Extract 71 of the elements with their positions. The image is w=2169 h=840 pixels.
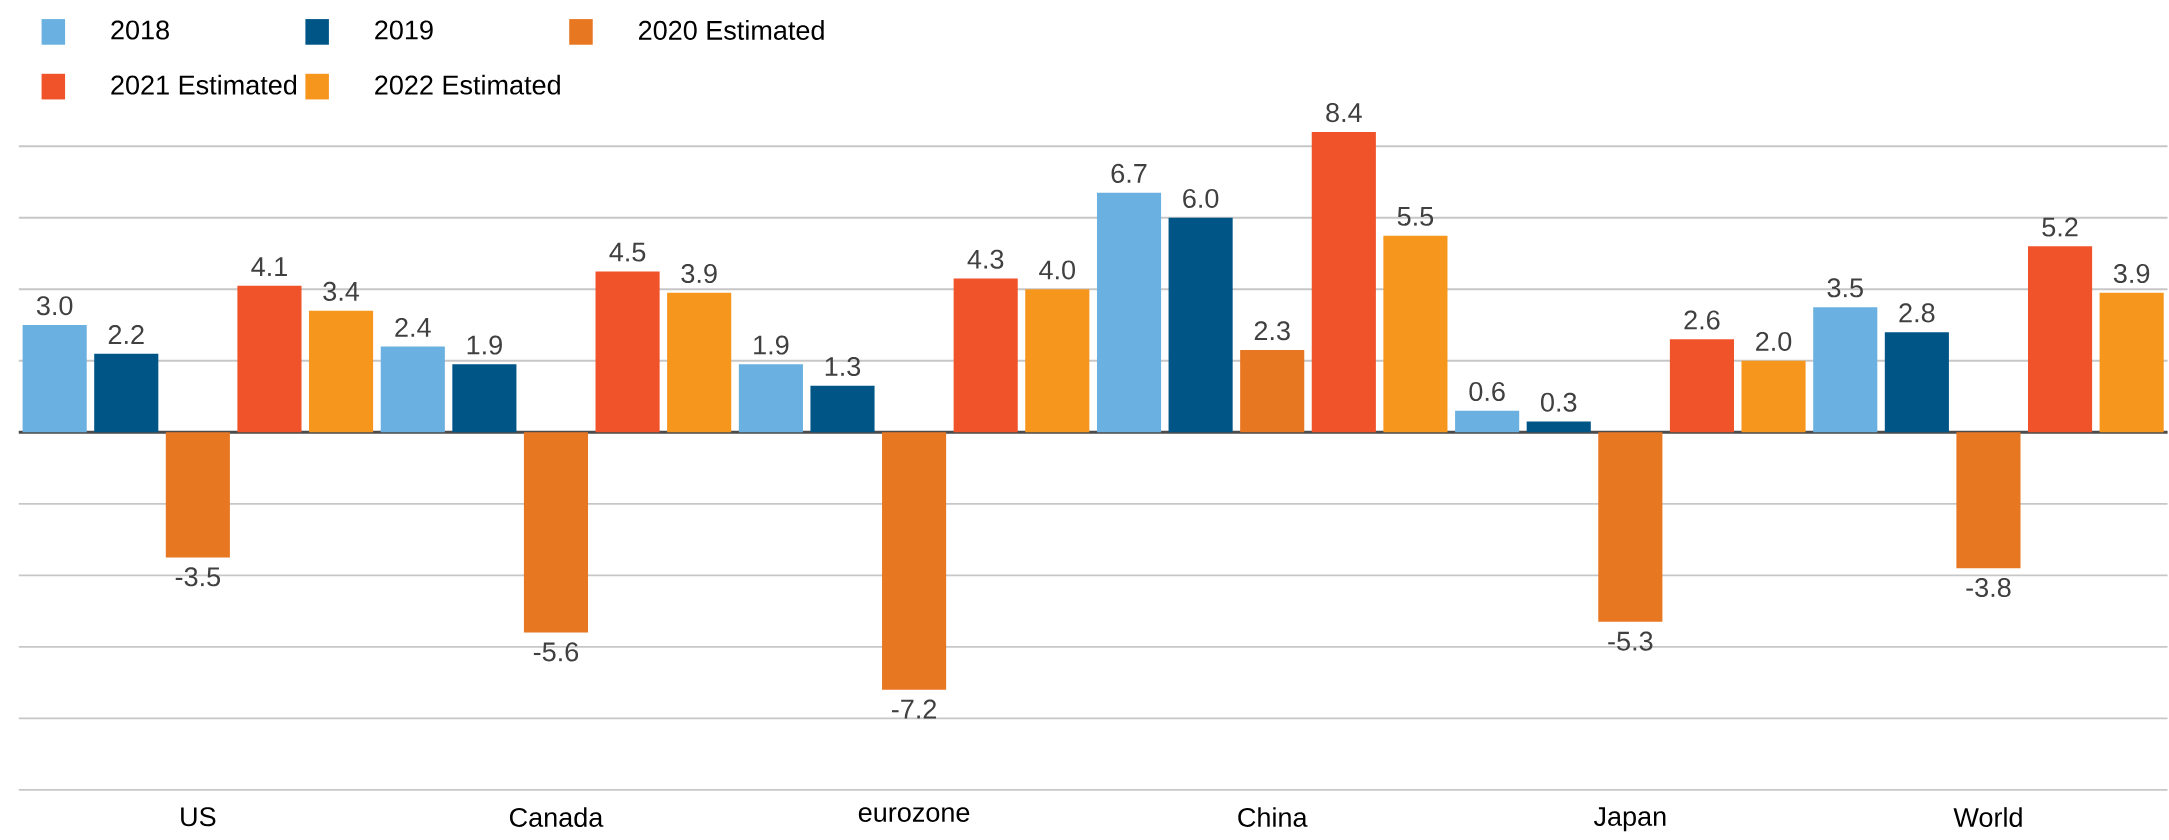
- data-label: 4.3: [967, 249, 1004, 269]
- x-tick-label: eurozone: [858, 806, 970, 822]
- bar: [452, 364, 517, 433]
- data-label: 3.9: [681, 263, 717, 283]
- legend-label: 2019: [375, 20, 433, 40]
- data-label: 5.5: [1397, 206, 1434, 226]
- bar: [1383, 235, 1448, 433]
- data-label: 1.3: [825, 356, 861, 376]
- bar: [1311, 131, 1376, 433]
- bar: [1455, 410, 1520, 433]
- data-label: -5.6: [533, 642, 579, 662]
- bar: [237, 285, 302, 433]
- data-label: 6.0: [1183, 188, 1219, 208]
- bar: [1526, 421, 1591, 433]
- bar: [1813, 306, 1878, 433]
- x-tick-label: China: [1238, 806, 1308, 827]
- bar: [738, 364, 803, 433]
- data-label: 2.6: [1684, 310, 1720, 330]
- data-label: 3.5: [1827, 278, 1863, 298]
- legend-label: 2022 Estimated: [375, 74, 560, 95]
- legend-label: 2020 Estimated: [639, 19, 824, 40]
- data-label: 1.9: [754, 335, 789, 355]
- legend-label: 2021 Estimated: [111, 74, 297, 95]
- legend-label: 2018: [111, 20, 169, 40]
- data-label: 2.2: [108, 324, 144, 344]
- x-tick-label: Canada: [509, 806, 604, 827]
- bar: [810, 385, 875, 433]
- data-label: 1.9: [467, 335, 502, 355]
- bar: [1884, 332, 1949, 433]
- data-label: 4.1: [251, 257, 287, 276]
- data-label: 4.5: [609, 242, 646, 262]
- bar: [94, 353, 159, 433]
- data-label: -7.2: [891, 699, 937, 719]
- x-tick-label: Japan: [1593, 806, 1666, 832]
- bar: [523, 432, 589, 633]
- data-label: 5.2: [2042, 217, 2078, 237]
- bar: [1598, 432, 1663, 622]
- data-label: -3.5: [175, 567, 221, 587]
- data-label: -5.3: [1608, 631, 1653, 651]
- data-label: 6.7: [1111, 163, 1147, 183]
- data-label: 2.4: [395, 317, 431, 337]
- data-label: 8.4: [1326, 102, 1362, 122]
- bar: [2028, 246, 2093, 433]
- data-label: 2.3: [1254, 321, 1290, 341]
- bar: [882, 432, 947, 690]
- bar: [1956, 432, 2021, 568]
- bar: [953, 278, 1018, 433]
- bar: [1669, 339, 1734, 433]
- data-label: 3.9: [2113, 263, 2150, 283]
- data-label: 2.8: [1899, 303, 1935, 323]
- bar: [667, 292, 732, 433]
- data-label: 3.4: [323, 281, 360, 301]
- bar: [1168, 217, 1233, 433]
- bar: [308, 310, 374, 433]
- bar: [595, 271, 660, 433]
- data-label: -3.8: [1966, 577, 2011, 597]
- bar: [1741, 360, 1806, 433]
- bar: [1240, 349, 1305, 433]
- data-label: 0.3: [1541, 392, 1577, 412]
- x-tick-label: US: [181, 807, 216, 827]
- bar: [380, 346, 445, 433]
- bar: [1096, 192, 1162, 433]
- bar: [22, 324, 87, 433]
- bar: [1025, 289, 1090, 433]
- data-label: 2.0: [1756, 331, 1792, 351]
- data-label: 3.0: [36, 295, 73, 316]
- bar: [2099, 292, 2164, 433]
- bar: [165, 432, 230, 558]
- x-tick-label: World: [1953, 806, 2022, 827]
- data-label: 4.0: [1039, 260, 1076, 280]
- data-label: 0.6: [1469, 381, 1505, 401]
